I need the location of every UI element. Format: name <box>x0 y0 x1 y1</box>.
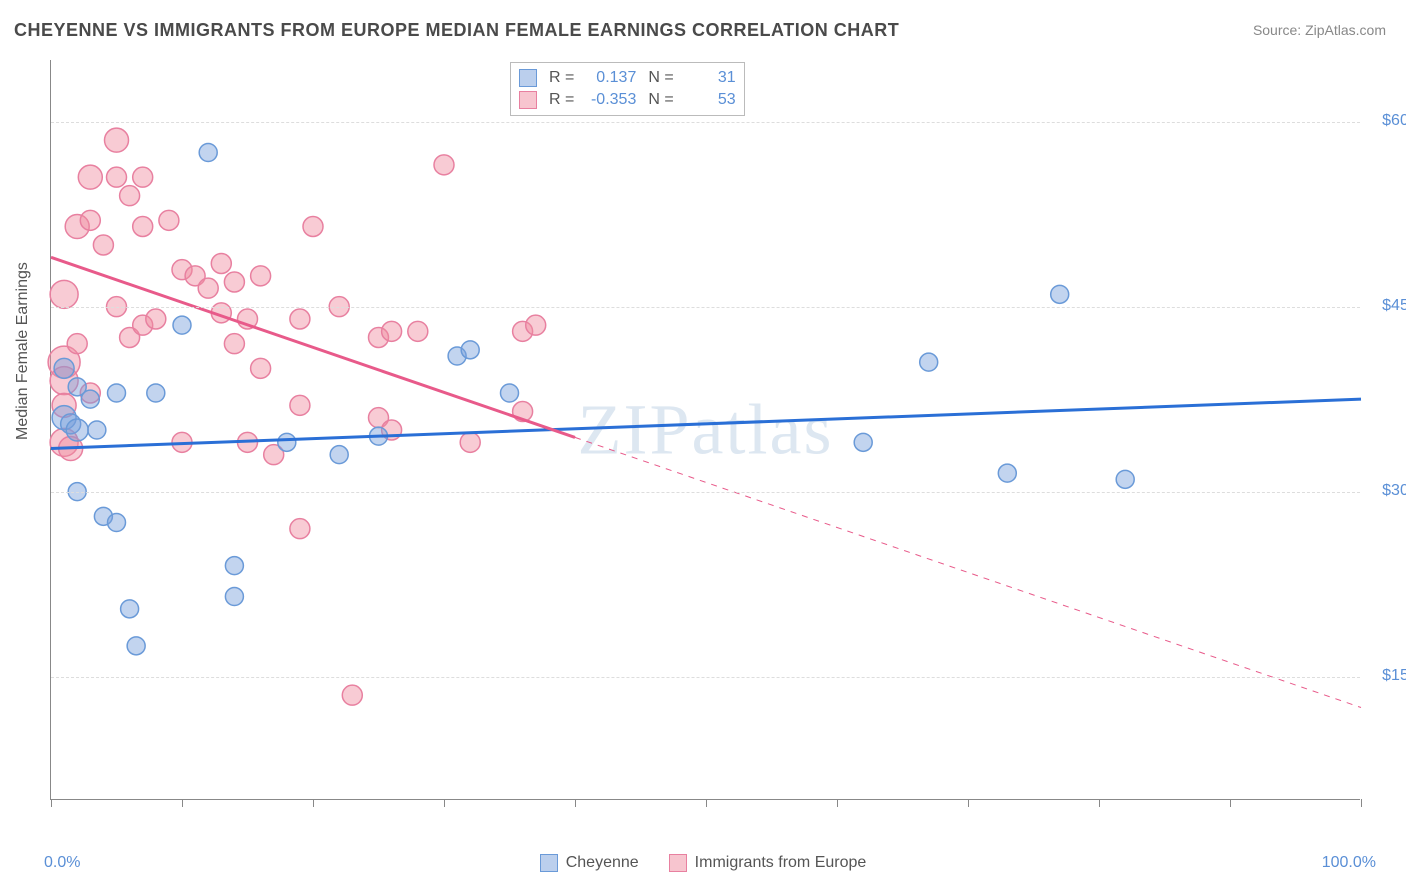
data-point <box>225 588 243 606</box>
data-point <box>434 155 454 175</box>
data-point <box>251 358 271 378</box>
gridline <box>51 307 1360 308</box>
data-point <box>199 144 217 162</box>
data-point <box>290 395 310 415</box>
data-point <box>224 272 244 292</box>
x-tick <box>706 799 707 807</box>
stat-r-label: R = <box>549 69 574 87</box>
data-point <box>121 600 139 618</box>
x-tick <box>444 799 445 807</box>
y-tick-label: $30,000 <box>1370 482 1406 500</box>
data-point <box>290 309 310 329</box>
data-point <box>303 217 323 237</box>
data-point <box>278 433 296 451</box>
stat-r-value: -0.353 <box>582 91 636 109</box>
x-tick <box>182 799 183 807</box>
x-tick <box>837 799 838 807</box>
stats-legend: R = 0.137 N = 31 R = -0.353 N = 53 <box>510 62 745 116</box>
data-point <box>108 384 126 402</box>
stats-row: R = 0.137 N = 31 <box>519 67 736 89</box>
data-point <box>460 432 480 452</box>
data-point <box>998 464 1016 482</box>
legend-swatch <box>519 69 537 87</box>
x-tick <box>313 799 314 807</box>
source-link[interactable]: ZipAtlas.com <box>1305 22 1386 38</box>
data-point <box>1051 285 1069 303</box>
x-tick <box>1361 799 1362 807</box>
data-point <box>88 421 106 439</box>
plot-area: ZIPatlas $15,000$30,000$45,000$60,000 <box>50 60 1360 800</box>
stat-n-value: 53 <box>682 91 736 109</box>
stat-n-value: 31 <box>682 69 736 87</box>
legend-swatch <box>540 854 558 872</box>
legend-item: Cheyenne <box>540 854 639 872</box>
trend-line-extrapolated <box>575 437 1361 707</box>
data-point <box>133 167 153 187</box>
data-point <box>224 334 244 354</box>
chart-source: Source: ZipAtlas.com <box>1253 22 1386 38</box>
data-point <box>127 637 145 655</box>
data-point <box>290 519 310 539</box>
data-point <box>78 165 102 189</box>
data-point <box>461 341 479 359</box>
stat-n-label: N = <box>648 91 673 109</box>
data-point <box>159 210 179 230</box>
data-point <box>920 353 938 371</box>
data-point <box>408 321 428 341</box>
chart-title: CHEYENNE VS IMMIGRANTS FROM EUROPE MEDIA… <box>14 20 899 41</box>
data-point <box>198 278 218 298</box>
data-point <box>526 315 546 335</box>
data-point <box>108 514 126 532</box>
gridline <box>51 492 1360 493</box>
legend-label: Immigrants from Europe <box>695 854 867 872</box>
gridline <box>51 677 1360 678</box>
data-point <box>146 309 166 329</box>
data-point <box>854 433 872 451</box>
y-tick-label: $45,000 <box>1370 297 1406 315</box>
correlation-chart: CHEYENNE VS IMMIGRANTS FROM EUROPE MEDIA… <box>0 0 1406 892</box>
data-point <box>382 321 402 341</box>
legend-swatch <box>669 854 687 872</box>
legend-label: Cheyenne <box>566 854 639 872</box>
data-point <box>66 419 88 441</box>
trend-line <box>51 399 1361 448</box>
x-tick <box>968 799 969 807</box>
data-point <box>81 390 99 408</box>
x-tick <box>1099 799 1100 807</box>
data-point <box>330 446 348 464</box>
data-point <box>67 334 87 354</box>
stat-r-value: 0.137 <box>582 69 636 87</box>
data-point <box>342 685 362 705</box>
data-point <box>120 186 140 206</box>
data-point <box>107 167 127 187</box>
data-point <box>105 128 129 152</box>
x-tick <box>51 799 52 807</box>
data-point <box>501 384 519 402</box>
stat-n-label: N = <box>648 69 673 87</box>
data-point <box>1116 470 1134 488</box>
x-tick <box>575 799 576 807</box>
data-point <box>50 280 78 308</box>
legend-item: Immigrants from Europe <box>669 854 867 872</box>
stat-r-label: R = <box>549 91 574 109</box>
legend-swatch <box>519 91 537 109</box>
data-point <box>211 254 231 274</box>
data-point <box>173 316 191 334</box>
stats-row: R = -0.353 N = 53 <box>519 89 736 111</box>
y-axis-label: Median Female Earnings <box>14 262 32 440</box>
plot-svg <box>51 60 1360 799</box>
data-point <box>80 210 100 230</box>
y-tick-label: $60,000 <box>1370 112 1406 130</box>
data-point <box>147 384 165 402</box>
series-legend: Cheyenne Immigrants from Europe <box>0 854 1406 872</box>
data-point <box>251 266 271 286</box>
x-tick <box>1230 799 1231 807</box>
gridline <box>51 122 1360 123</box>
y-tick-label: $15,000 <box>1370 667 1406 685</box>
data-point <box>54 358 74 378</box>
data-point <box>93 235 113 255</box>
data-point <box>133 217 153 237</box>
data-point <box>225 557 243 575</box>
